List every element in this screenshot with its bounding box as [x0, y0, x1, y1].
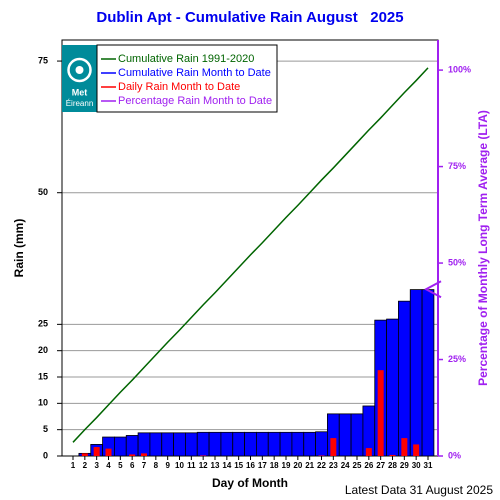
bar — [386, 318, 399, 457]
bar — [129, 454, 136, 456]
bar — [350, 413, 364, 457]
y2-tick-label: 25% — [448, 354, 466, 364]
logo-swirl — [75, 66, 84, 74]
bar — [81, 453, 88, 456]
x-tick-label: 6 — [130, 461, 135, 470]
footer: Latest Data 31 August 2025 — [345, 483, 493, 497]
bar — [149, 432, 163, 457]
bar — [409, 289, 423, 457]
x-tick-label: 28 — [388, 461, 397, 470]
bar — [401, 438, 408, 456]
bar — [196, 431, 210, 457]
bar — [315, 431, 328, 457]
bar — [244, 431, 257, 457]
x-tick-label: 3 — [94, 461, 99, 470]
bar — [93, 447, 100, 456]
x-tick-label: 21 — [305, 461, 314, 470]
bar — [421, 289, 435, 457]
bar — [377, 370, 384, 456]
bar — [291, 431, 305, 457]
x-tick-label: 17 — [258, 461, 267, 470]
y-tick-label: 10 — [38, 398, 48, 408]
bar — [413, 444, 420, 456]
x-tick-label: 14 — [222, 461, 231, 470]
x-tick-label: 9 — [165, 461, 170, 470]
x-tick-label: 11 — [187, 461, 196, 470]
bar — [398, 300, 411, 457]
x-tick-label: 30 — [412, 461, 421, 470]
y-tick-label: 15 — [38, 371, 48, 381]
legend-label: Daily Rain Month to Date — [118, 81, 240, 93]
bar — [125, 435, 139, 457]
bar — [389, 454, 396, 456]
chart-title: Dublin Apt - Cumulative Rain August 2025 — [96, 9, 403, 26]
legend — [96, 44, 278, 113]
bar — [173, 432, 186, 457]
logo-swirl — [67, 57, 92, 83]
bar — [338, 413, 352, 457]
x-tick-label: 1 — [71, 461, 76, 470]
y2-tick-label: 75% — [448, 161, 466, 171]
y-tick-label: 75 — [38, 55, 48, 65]
legend-label: Cumulative Rain Month to Date — [118, 67, 271, 79]
bar — [200, 455, 207, 456]
bar — [232, 431, 245, 457]
x-tick-label: 4 — [106, 461, 111, 470]
y-axis-label: Rain (mm) — [12, 219, 26, 278]
x-tick-label: 22 — [317, 461, 326, 470]
x-tick-label: 16 — [246, 461, 255, 470]
x-tick-label: 24 — [341, 461, 350, 470]
x-tick-label: 20 — [293, 461, 302, 470]
logo-text: Met — [72, 87, 88, 97]
x-tick-label: 12 — [199, 461, 208, 470]
y-tick-label: 5 — [43, 424, 48, 434]
logo — [62, 45, 97, 112]
bar — [279, 431, 293, 457]
bar — [267, 431, 281, 457]
x-tick-label: 8 — [154, 461, 159, 470]
y-tick-label: 50 — [38, 187, 48, 197]
bar — [185, 432, 198, 457]
y2-axis-label: Percentage of Monthly Long Term Average … — [476, 110, 490, 386]
x-tick-label: 2 — [83, 461, 88, 470]
y-tick-label: 25 — [38, 319, 48, 329]
bar — [114, 436, 127, 457]
bar — [105, 448, 112, 456]
bar — [161, 432, 174, 457]
bar — [303, 431, 316, 457]
x-tick-label: 5 — [118, 461, 123, 470]
x-tick-label: 26 — [364, 461, 373, 470]
x-tick-label: 25 — [353, 461, 362, 470]
bar — [330, 438, 337, 456]
legend-label: Percentage Rain Month to Date — [118, 95, 272, 107]
bar — [318, 455, 325, 456]
bar — [365, 448, 372, 456]
x-tick-label: 23 — [329, 461, 338, 470]
line — [72, 67, 429, 443]
y-tick-label: 20 — [38, 345, 48, 355]
x-tick-label: 31 — [424, 461, 433, 470]
bar — [137, 432, 151, 457]
x-tick-label: 19 — [282, 461, 291, 470]
x-tick-label: 15 — [234, 461, 243, 470]
bar — [256, 431, 269, 457]
x-tick-label: 13 — [211, 461, 220, 470]
y2-tick-label: 0% — [448, 450, 461, 460]
percentage-marker — [423, 280, 442, 299]
x-tick-label: 27 — [376, 461, 385, 470]
x-tick-label: 18 — [270, 461, 279, 470]
y2-tick-label: 100% — [448, 64, 471, 74]
y2-tick-label: 50% — [448, 257, 466, 267]
x-tick-label: 10 — [175, 461, 184, 470]
x-tick-label: 29 — [400, 461, 409, 470]
logo-text: Éireann — [66, 99, 94, 108]
bar — [141, 453, 147, 456]
bar — [208, 431, 222, 457]
y-tick-label: 0 — [43, 450, 48, 460]
bar — [220, 431, 234, 457]
legend-label: Cumulative Rain 1991-2020 — [118, 53, 254, 65]
x-axis-label: Day of Month — [212, 476, 288, 490]
x-tick-label: 7 — [142, 461, 147, 470]
